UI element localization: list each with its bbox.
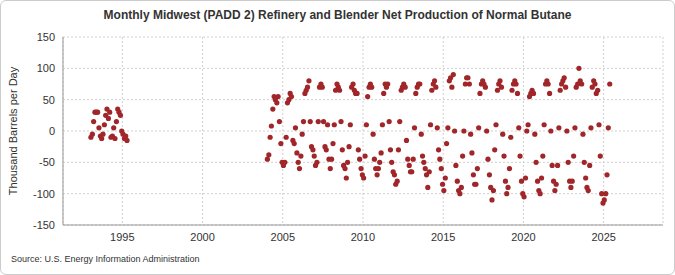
svg-text:2000: 2000 bbox=[190, 231, 214, 243]
svg-text:2010: 2010 bbox=[351, 231, 375, 243]
svg-text:150: 150 bbox=[37, 31, 55, 43]
svg-text:2015: 2015 bbox=[431, 231, 455, 243]
svg-text:100: 100 bbox=[37, 62, 55, 74]
svg-text:Thousand Barrels per Day: Thousand Barrels per Day bbox=[8, 66, 19, 195]
svg-text:-100: -100 bbox=[33, 188, 55, 200]
svg-text:0: 0 bbox=[49, 125, 55, 137]
svg-text:-50: -50 bbox=[39, 156, 55, 168]
svg-text:1995: 1995 bbox=[110, 231, 134, 243]
html-text:Monthly Midwest (PADD 2) Refin: Monthly Midwest (PADD 2) Refinery and Bl… bbox=[103, 8, 572, 22]
html-text:Source: U.S. Energy Informatio: Source: U.S. Energy Information Administ… bbox=[11, 254, 200, 264]
svg-text:50: 50 bbox=[43, 94, 55, 106]
svg-text:2005: 2005 bbox=[271, 231, 295, 243]
svg-text:-150: -150 bbox=[33, 219, 55, 231]
svg-text:2025: 2025 bbox=[591, 231, 615, 243]
svg-text:2020: 2020 bbox=[511, 231, 535, 243]
